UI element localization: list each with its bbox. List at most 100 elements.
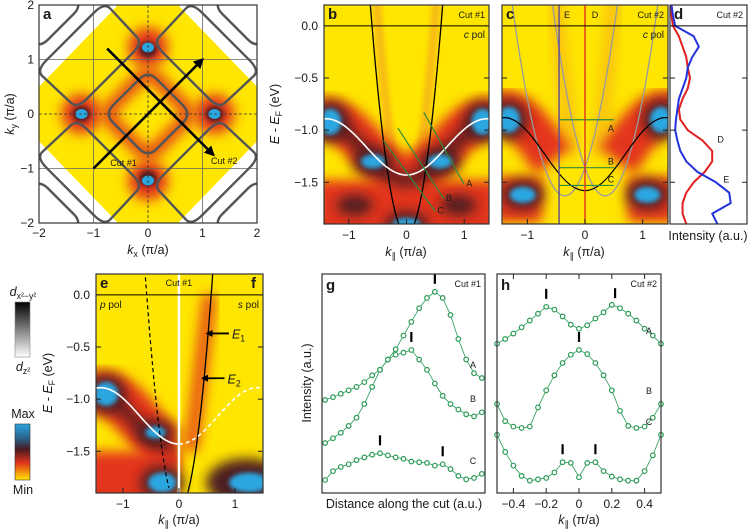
mdc-point (543, 475, 550, 481)
label-subscript: 2 (236, 378, 241, 388)
y-tick-label: −1.5 (66, 444, 90, 458)
series-label-C: C (646, 417, 653, 427)
mdc-point (502, 418, 509, 425)
label-symbol: k (385, 245, 392, 259)
mdc-point (478, 409, 485, 416)
label-subscript: ∥ (165, 519, 169, 529)
mdc-point (447, 466, 454, 472)
mdc-point (384, 452, 391, 459)
mdc-point (471, 475, 477, 481)
panel-g-frame (321, 273, 486, 494)
panel-b-spectrum: A BC (324, 5, 489, 224)
intensity-max-blob (634, 186, 661, 203)
mdc-point (608, 473, 615, 480)
label-symbol: k (158, 513, 165, 527)
mdc-point (617, 305, 623, 312)
mdc-point (576, 347, 582, 353)
mdc-point (322, 397, 329, 403)
mdc-point (439, 392, 446, 399)
x-tick-label: −2 (32, 226, 46, 240)
y-tick-label: 0 (27, 107, 34, 121)
label-symbol: E (232, 327, 241, 341)
mdc-point (584, 351, 591, 357)
mdc-point (361, 401, 368, 407)
y-tick-label: −1.0 (294, 123, 318, 137)
x-tick-label: −1 (521, 228, 535, 242)
x-tick-label: 0 (176, 497, 183, 511)
mdc-point (584, 322, 591, 329)
panel-label-e: e (100, 275, 108, 292)
label-unit: pol (648, 30, 664, 41)
momentum-cut-label: E (564, 10, 570, 20)
parabolic-band-dashed-line (144, 274, 170, 488)
series-label-A: A (646, 326, 652, 336)
fermi-surface-pocket (155, 121, 257, 223)
cut-label: Cut #1 (454, 279, 481, 289)
mdc-point (400, 349, 407, 356)
label-subscript: x (134, 249, 139, 259)
x-axis-label: k∥ (π/a) (558, 513, 599, 529)
x-tick-label: 0.2 (603, 497, 620, 511)
series-label-B: B (646, 386, 652, 396)
mdc-point (337, 464, 344, 470)
cut-2-label: Cut #2 (211, 156, 238, 166)
orbital-colorbar (14, 301, 31, 358)
x-tick-label: −1 (87, 226, 101, 240)
faint-band (590, 5, 620, 155)
mdc-point (559, 459, 566, 466)
mdc-point (625, 477, 632, 484)
mdc-point (502, 336, 509, 342)
intensity-max-blob (148, 472, 177, 493)
label-symbol: E (227, 372, 236, 386)
mdc-point (431, 380, 438, 387)
mdc-point (600, 372, 607, 379)
series-label-C: C (470, 456, 477, 466)
mdc-point (322, 440, 329, 446)
y-tick-label: −0.5 (66, 340, 90, 354)
label-symbol: d (16, 360, 24, 374)
x-tick-label: 1 (461, 228, 468, 242)
band-annotation: E2 (227, 372, 240, 388)
mdc-point (345, 387, 352, 394)
mdc-point (559, 360, 566, 366)
label-unit: pol (243, 300, 259, 311)
mdc-point (471, 370, 477, 377)
mdc-point (322, 477, 329, 483)
mdc-point (535, 476, 541, 483)
mdc-point (361, 454, 368, 461)
label-symbol: k (563, 245, 570, 259)
x-tick-label: 0 (582, 228, 589, 242)
x-tick-label: 0 (576, 497, 583, 511)
y-tick-label: −1.5 (294, 175, 318, 189)
mdc-point (526, 317, 533, 324)
mdc-point (592, 459, 599, 466)
mdc-point (384, 356, 391, 363)
mdc-point (471, 413, 477, 420)
mdc-point (518, 425, 525, 431)
y-tick-label: 0.0 (301, 19, 318, 33)
x-tick-label: 2 (254, 226, 261, 240)
cosine-band-line (324, 117, 489, 176)
mdc-point (408, 319, 415, 325)
mdc-point (345, 461, 352, 468)
mdc-point (408, 458, 415, 465)
label-unit: (π/a) (138, 243, 169, 257)
series-label-B: B (470, 394, 476, 404)
x-tick-label: 1 (639, 228, 646, 242)
energy-cut-label: B (608, 157, 614, 167)
mdc-point (641, 468, 648, 475)
faint-band (414, 5, 441, 160)
mdc-point (567, 459, 574, 466)
intensity-max-blob (228, 472, 263, 493)
mdc-point (551, 372, 558, 379)
panel-a-frame (38, 4, 258, 224)
mdc-point (633, 317, 640, 324)
mdc-point (600, 468, 607, 475)
mdc-point (633, 477, 640, 484)
mdc-point (463, 356, 470, 363)
mdc-point (330, 435, 336, 442)
panel-label-g: g (326, 277, 335, 294)
mdc-point (369, 384, 376, 390)
label-subscript: F (274, 111, 284, 116)
x-tick-label: −0.2 (534, 497, 558, 511)
